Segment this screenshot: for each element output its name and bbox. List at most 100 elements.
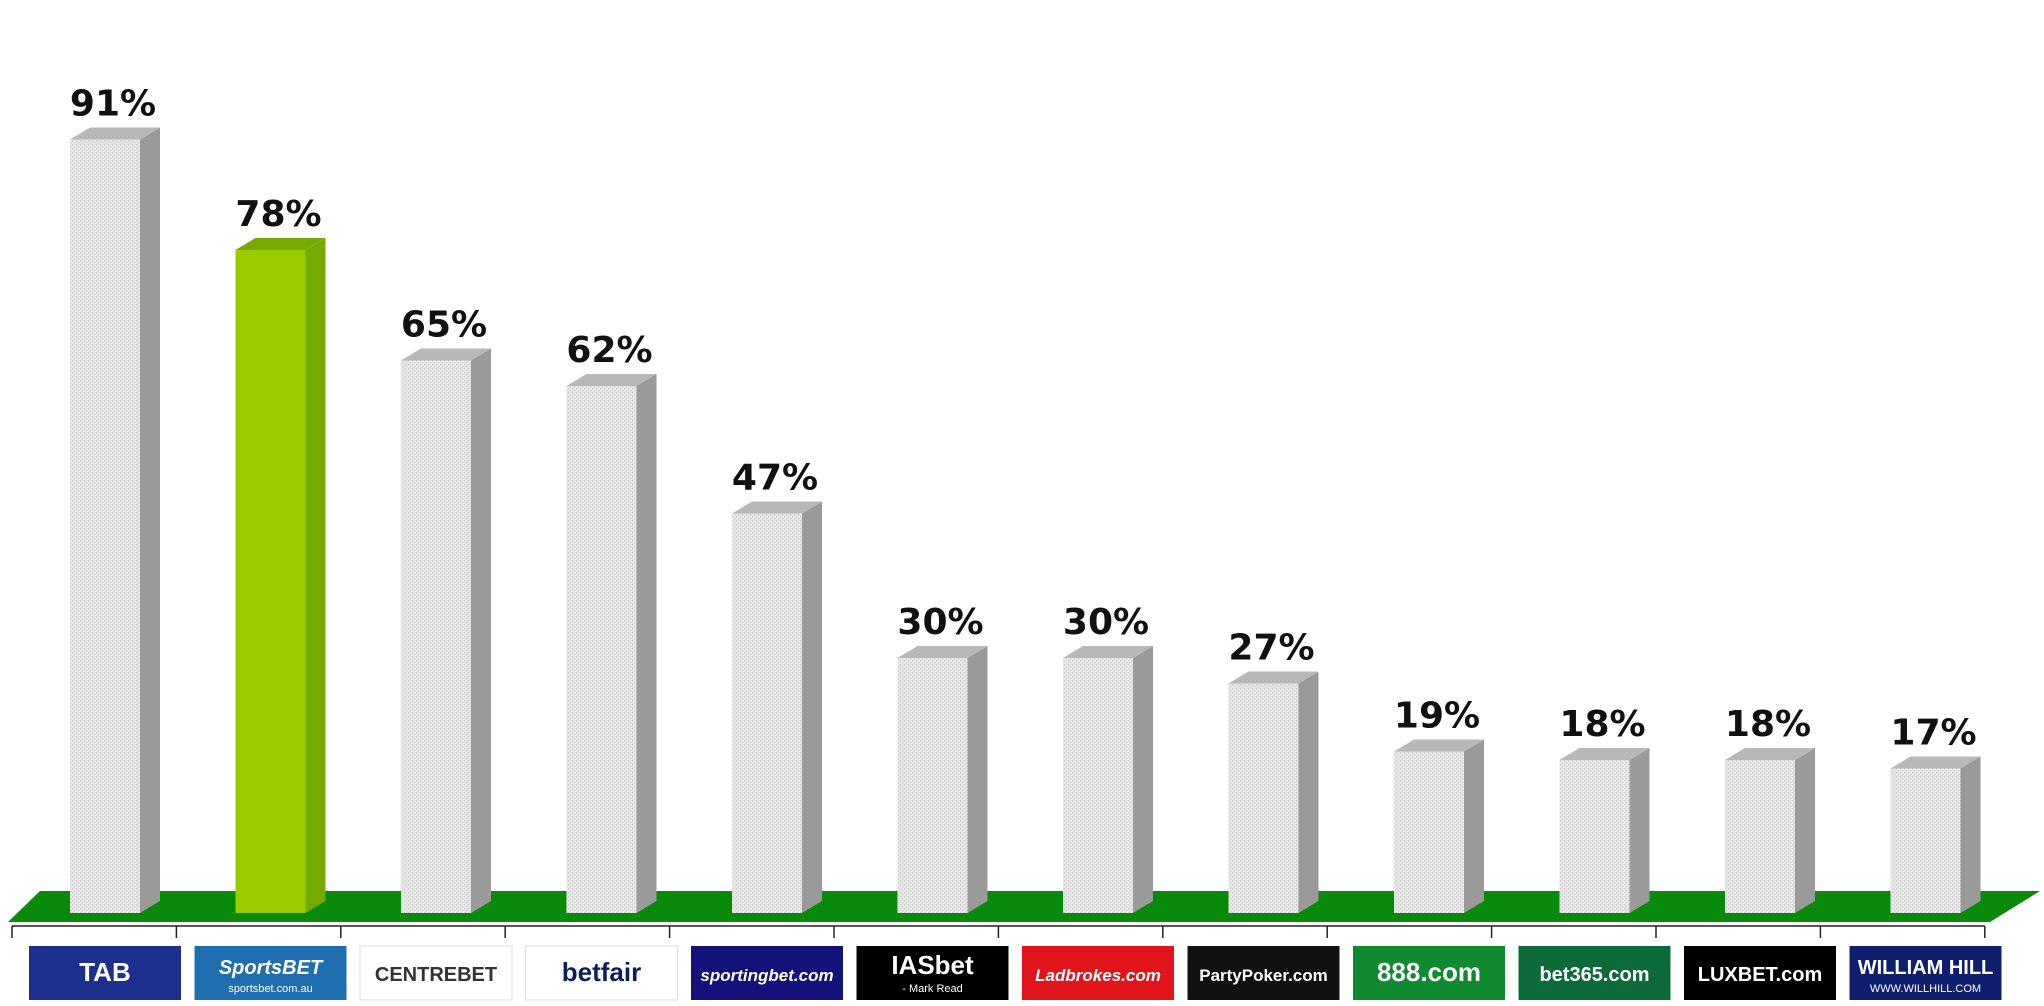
- bar-side: [471, 348, 491, 913]
- bar: [1228, 671, 1319, 913]
- category-label: PartyPoker.com: [1199, 966, 1328, 985]
- bar-top: [1228, 671, 1319, 684]
- category-label: betfair: [562, 957, 641, 987]
- bar-top: [1063, 646, 1153, 658]
- logo-background: [1187, 946, 1340, 1000]
- bar-front: [566, 386, 637, 913]
- bar: [1890, 756, 1981, 913]
- bar-side: [967, 646, 988, 913]
- bar-front: [897, 658, 968, 913]
- category-logo: TAB: [29, 946, 181, 1000]
- category-label: Ladbrokes.com: [1035, 966, 1161, 985]
- logo-background: [29, 946, 181, 1000]
- bar-side: [305, 238, 326, 913]
- category-label: CENTREBET: [375, 964, 497, 986]
- bar-top: [1890, 756, 1981, 769]
- data-label: 91%: [70, 84, 156, 125]
- data-label: 65%: [401, 305, 487, 346]
- data-label: 17%: [1890, 713, 1976, 754]
- bar-front: [1228, 683, 1299, 913]
- bar-front: [401, 360, 471, 913]
- bar-top: [1394, 739, 1484, 752]
- category-logo: 888.com: [1353, 946, 1505, 1000]
- bar-front: [1559, 760, 1630, 913]
- bar-top: [566, 374, 657, 386]
- category-logo: IASbet - Mark Read: [856, 946, 1009, 1000]
- category-logo: PartyPoker.com: [1187, 946, 1340, 1000]
- data-label: 78%: [235, 194, 321, 235]
- bar-top: [70, 127, 160, 140]
- category-logo: sportingbet.com: [691, 946, 843, 1000]
- data-label: 18%: [1725, 704, 1811, 745]
- logo-background: [1684, 946, 1836, 1000]
- logo-background: [359, 945, 513, 1001]
- data-label: 18%: [1559, 704, 1645, 745]
- bar-front: [1394, 751, 1464, 913]
- bar: [1394, 739, 1484, 913]
- bar-top: [1725, 748, 1815, 760]
- bar-top: [235, 238, 326, 250]
- data-label: 19%: [1394, 696, 1480, 737]
- category-label: IASbet: [891, 950, 974, 980]
- category-label: WILLIAM HILL: [1858, 957, 1994, 979]
- category-label: SportsBET: [219, 957, 324, 979]
- bar: [235, 238, 326, 913]
- bar: [401, 348, 491, 913]
- bar: [897, 646, 988, 913]
- bar-side: [636, 374, 657, 913]
- bar-side: [1298, 671, 1319, 913]
- bar: [1559, 748, 1650, 913]
- category-label: TAB: [79, 957, 131, 987]
- bar-side: [140, 127, 160, 913]
- category-logo: Ladbrokes.com: [1022, 946, 1174, 1000]
- data-label: 27%: [1228, 628, 1314, 669]
- category-logo: SportsBET sportsbet.com.au: [194, 946, 347, 1000]
- logo-background: [691, 946, 843, 1000]
- bar-top: [897, 646, 988, 658]
- category-sublabel: WWW.WILLHILL.COM: [1870, 983, 1981, 995]
- logo-background: [1353, 946, 1505, 1000]
- bar-front: [1725, 760, 1795, 913]
- bar: [70, 127, 160, 913]
- category-logo: betfair: [525, 945, 678, 1001]
- category-label: LUXBET.com: [1698, 964, 1822, 986]
- chart-floor: [8, 891, 2040, 922]
- bar: [1725, 748, 1815, 913]
- logo-background: [194, 946, 347, 1000]
- logo-background: [1518, 946, 1671, 1000]
- bar-front: [1063, 658, 1133, 913]
- bar-top: [401, 348, 491, 361]
- bar-side: [1960, 756, 1981, 913]
- logo-background: [1022, 946, 1174, 1000]
- category-logo: bet365.com: [1518, 946, 1671, 1000]
- logo-background: [856, 946, 1009, 1000]
- category-label: 888.com: [1377, 957, 1481, 987]
- data-label: 30%: [1063, 602, 1149, 643]
- bar-front: [732, 513, 802, 913]
- category-label: sportingbet.com: [700, 966, 833, 985]
- bar: [732, 501, 822, 913]
- bar-top: [1559, 748, 1650, 760]
- category-sublabel: sportsbet.com.au: [228, 983, 312, 995]
- bar-front: [70, 139, 140, 913]
- category-sublabel: - Mark Read: [902, 983, 963, 995]
- category-logo: WILLIAM HILL WWW.WILLHILL.COM: [1849, 946, 2002, 1000]
- bar-side: [1464, 739, 1484, 913]
- bar-side: [1795, 748, 1815, 913]
- category-logo: LUXBET.com: [1684, 946, 1836, 1000]
- bar: [1063, 646, 1153, 913]
- data-label: 47%: [732, 458, 818, 499]
- bar-side: [1629, 748, 1650, 913]
- bar-top: [732, 501, 822, 514]
- data-label: 62%: [566, 330, 652, 371]
- data-label: 30%: [897, 602, 983, 643]
- logo-background: [1849, 946, 2002, 1000]
- bar-front: [235, 250, 306, 913]
- category-logo: CENTREBET: [359, 945, 513, 1001]
- bar-side: [1133, 646, 1153, 913]
- bar-front: [1890, 768, 1961, 913]
- bar: [566, 374, 657, 913]
- category-label: bet365.com: [1539, 964, 1649, 986]
- bar-side: [802, 501, 822, 913]
